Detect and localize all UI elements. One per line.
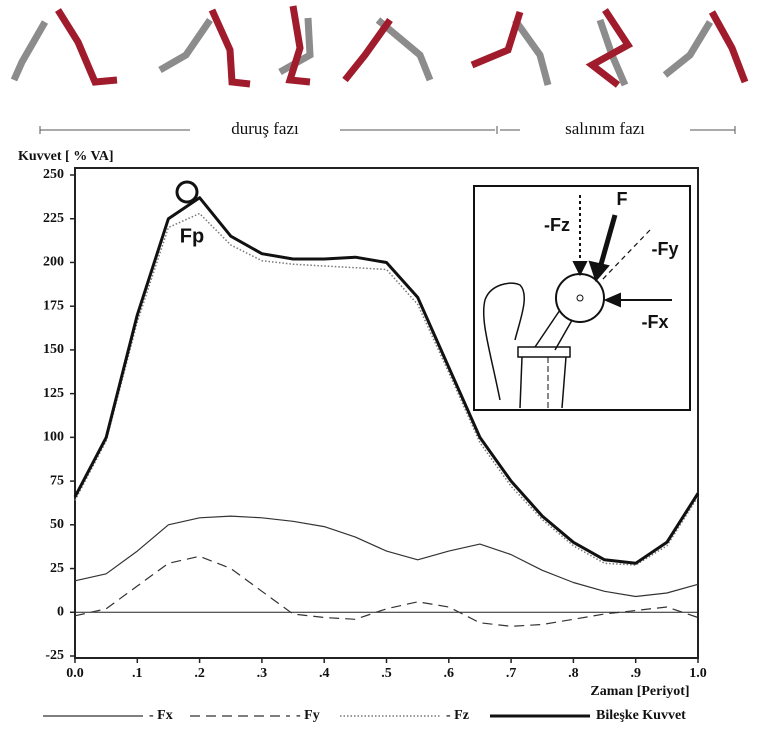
y-tick-label: 0 — [57, 604, 64, 619]
x-tick-label: .5 — [381, 666, 392, 681]
gait-figures — [14, 6, 745, 85]
legend-label: - Fx — [149, 708, 173, 723]
x-tick-label: .4 — [319, 666, 330, 681]
y-tick-label: 25 — [50, 561, 64, 576]
y-axis-title: Kuvvet [ % VA] — [18, 149, 114, 164]
x-tick-label: .6 — [444, 666, 455, 681]
x-tick-label: 0.0 — [66, 666, 84, 681]
x-tick-label: .2 — [194, 666, 205, 681]
y-tick-label: 175 — [43, 298, 64, 313]
x-tick-label: .8 — [568, 666, 579, 681]
x-tick-label: .7 — [506, 666, 517, 681]
x-tick-label: .1 — [132, 666, 143, 681]
inset-label: -Fy — [652, 239, 679, 259]
legend-label: - Fz — [446, 708, 469, 723]
x-tick-label: .3 — [257, 666, 268, 681]
y-tick-label: 75 — [50, 473, 64, 488]
peak-marker — [177, 182, 197, 202]
y-tick-label: 250 — [43, 167, 64, 182]
x-tick-label: 1.0 — [689, 666, 707, 681]
y-tick-label: 150 — [43, 342, 64, 357]
legend-label: - Fy — [296, 708, 320, 723]
legend-label: Bileşke Kuvvet — [596, 708, 686, 723]
x-axis-title: Zaman [Periyot] — [590, 684, 689, 699]
inset-label: F — [617, 189, 628, 209]
chart: duruş fazı salınım fazı Kuvvet [ % VA] Z… — [0, 0, 758, 731]
y-tick-label: 50 — [50, 517, 64, 532]
y-tick-label: 125 — [43, 386, 64, 401]
inset — [474, 186, 690, 410]
peak-label: Fp — [180, 225, 204, 247]
x-tick-label: .9 — [630, 666, 641, 681]
y-tick-label: -25 — [45, 648, 64, 663]
y-tick-label: 200 — [43, 255, 64, 270]
y-tick-label: 225 — [43, 211, 64, 226]
phase-label: salınım fazı — [565, 119, 645, 138]
inset-label: -Fx — [642, 312, 669, 332]
y-tick-label: 100 — [43, 430, 64, 445]
inset-label: -Fz — [544, 215, 570, 235]
series-line — [75, 516, 698, 596]
phase-label: duruş fazı — [231, 119, 299, 138]
